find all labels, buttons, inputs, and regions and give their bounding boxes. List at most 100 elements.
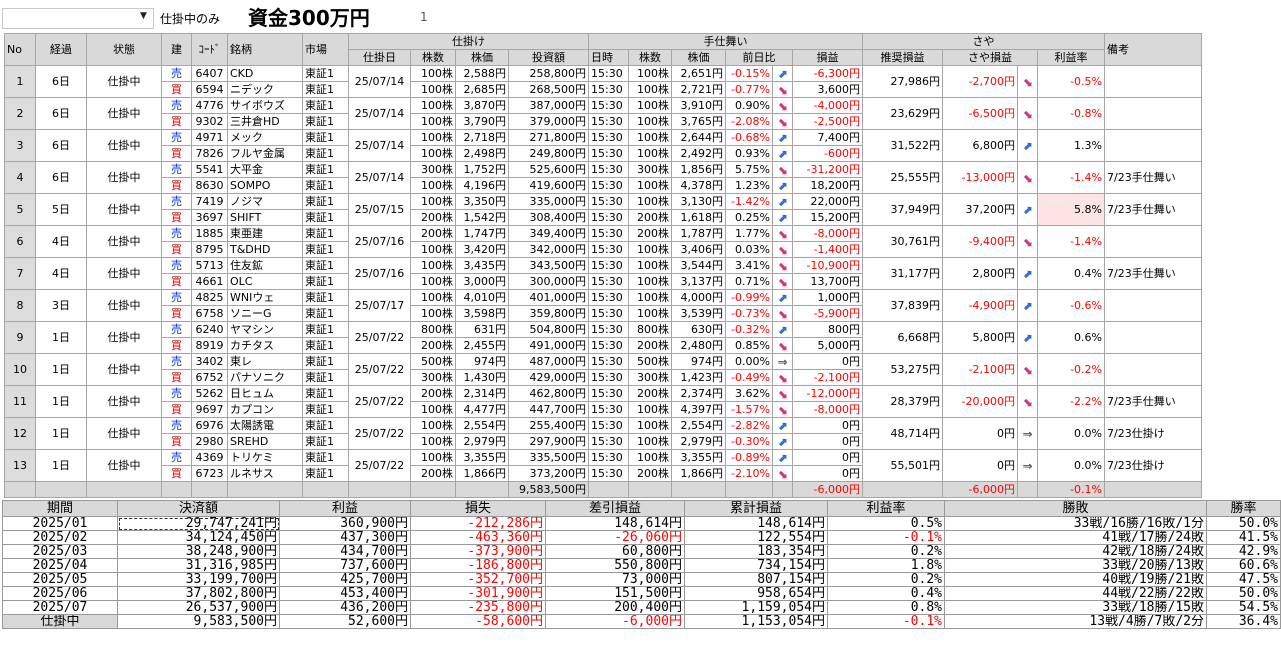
note-cell[interactable]: 7/23手仕舞い bbox=[1104, 193, 1202, 226]
settled-cell[interactable]: 9,583,500円 bbox=[117, 614, 280, 629]
table-row[interactable]: 12 1日 仕掛中売 6976 太陽誘電 東証1 25/07/22 100株 2,554円 255… bbox=[4, 417, 1202, 450]
table-row[interactable]: 1 6日 仕掛中売 6407 CKD 東証1 25/07/14 100株 2,588円 258,8… bbox=[4, 65, 1202, 98]
row-number[interactable]: 7 bbox=[4, 257, 36, 290]
settled-cell[interactable]: 37,802,800円 bbox=[117, 586, 280, 601]
summary-row[interactable]: 2025/07 26,537,900円 436,200円 -235,800円 200,4… bbox=[2, 600, 1281, 615]
header-invest[interactable]: 投資額 bbox=[508, 49, 589, 66]
summary-header-rate[interactable]: 利益率 bbox=[827, 500, 945, 517]
header-side[interactable]: 建 bbox=[161, 33, 192, 66]
summary-row[interactable]: 2025/06 37,802,800円 453,400円 -301,900円 151,5… bbox=[2, 586, 1281, 601]
note-cell[interactable] bbox=[1104, 129, 1202, 162]
table-row[interactable]: 買 8919 カチタス 東証1 200株 2,455円 491,000円 15:30 200株 2… bbox=[5, 337, 1202, 354]
settled-cell[interactable]: 34,124,450円 bbox=[117, 530, 280, 545]
arrow-down-right-icon: ⬊ bbox=[772, 113, 793, 130]
settled-cell[interactable]: 26,537,900円 bbox=[117, 600, 280, 615]
header-note[interactable]: 備考 bbox=[1104, 33, 1202, 66]
summary-header-record[interactable]: 勝敗 bbox=[944, 500, 1207, 517]
table-row[interactable]: 8 3日 仕掛中売 4825 WNIウェ 東証1 25/07/17 100株 4,010円 401… bbox=[4, 289, 1202, 322]
table-row[interactable]: 買 4661 OLC 東証1 100株 3,000円 300,000円 15:30 100株 3,… bbox=[5, 273, 1202, 290]
summary-header-profit[interactable]: 利益 bbox=[279, 500, 411, 517]
header-open-date[interactable]: 仕掛日 bbox=[348, 49, 411, 66]
note-cell[interactable] bbox=[1104, 97, 1202, 130]
header-code[interactable]: ｺｰﾄﾞ bbox=[191, 33, 228, 66]
settled-cell[interactable]: 29,747,241円 bbox=[117, 516, 280, 531]
note-cell[interactable]: 7/23手仕舞い bbox=[1104, 257, 1202, 290]
row-number[interactable]: 12 bbox=[4, 417, 36, 450]
row-number[interactable]: 1 bbox=[4, 65, 36, 98]
header-prev-diff[interactable]: 前日比 bbox=[725, 49, 793, 66]
table-row[interactable]: 9 1日 仕掛中売 6240 ヤマシン 東証1 25/07/22 800株 631円 504,80… bbox=[4, 321, 1202, 354]
filter-dropdown[interactable] bbox=[2, 8, 154, 29]
header-close-time[interactable]: 日時 bbox=[588, 49, 629, 66]
header-elapsed[interactable]: 経過 bbox=[35, 33, 87, 66]
table-row[interactable]: 11 1日 仕掛中売 5262 日ヒュム 東証1 25/07/22 200株 2,314円 462… bbox=[4, 385, 1202, 418]
header-open-price[interactable]: 株価 bbox=[455, 49, 509, 66]
header-rate[interactable]: 利益率 bbox=[1037, 49, 1105, 66]
row-number[interactable]: 3 bbox=[4, 129, 36, 162]
table-row[interactable]: 買 2980 SREHD 東証1 100株 2,979円 297,900円 15:30 100株… bbox=[5, 433, 1202, 450]
table-row[interactable]: 3 6日 仕掛中売 4971 メック 東証1 25/07/14 100株 2,718円 271,8… bbox=[4, 129, 1202, 162]
note-cell[interactable] bbox=[1104, 65, 1202, 98]
header-est-pnl[interactable]: 推奨損益 bbox=[862, 49, 943, 66]
row-number[interactable]: 6 bbox=[4, 225, 36, 258]
row-number[interactable]: 5 bbox=[4, 193, 36, 226]
summary-header-loss[interactable]: 損失 bbox=[410, 500, 546, 517]
note-cell[interactable] bbox=[1104, 289, 1202, 322]
invest-cell: 419,600円 bbox=[508, 177, 589, 194]
table-row[interactable]: 4 6日 仕掛中売 5541 大平金 東証1 25/07/14 300株 1,752円 525,6… bbox=[4, 161, 1202, 194]
header-name[interactable]: 銘柄 bbox=[227, 33, 303, 66]
note-cell[interactable]: 7/23手仕舞い bbox=[1104, 161, 1202, 194]
table-row[interactable]: 10 1日 仕掛中売 3402 東レ 東証1 25/07/22 500株 974円 487,000… bbox=[4, 353, 1202, 386]
note-cell[interactable] bbox=[1104, 353, 1202, 386]
summary-header-settled[interactable]: 決済額 bbox=[117, 500, 280, 517]
note-cell[interactable] bbox=[1104, 321, 1202, 354]
row-number[interactable]: 10 bbox=[4, 353, 36, 386]
summary-row[interactable]: 2025/05 33,199,700円 425,700円 -352,700円 73,00… bbox=[2, 572, 1281, 587]
table-row[interactable]: 買 9697 カプコン 東証1 100株 4,477円 447,700円 15:30 100株 4… bbox=[5, 401, 1202, 418]
net-cell: -6,000円 bbox=[545, 614, 685, 629]
header-status[interactable]: 状態 bbox=[86, 33, 162, 66]
settled-cell[interactable]: 38,248,900円 bbox=[117, 544, 280, 559]
summary-header-net[interactable]: 差引損益 bbox=[545, 500, 685, 517]
summary-row[interactable]: 2025/04 31,316,985円 737,600円 -186,800円 550,8… bbox=[2, 558, 1281, 573]
table-row[interactable]: 買 6758 ソニーG 東証1 100株 3,598円 359,800円 15:30 100株 3… bbox=[5, 305, 1202, 322]
note-cell[interactable]: 7/23仕掛け bbox=[1104, 417, 1202, 450]
row-number[interactable]: 4 bbox=[4, 161, 36, 194]
header-pnl[interactable]: 損益 bbox=[792, 49, 863, 66]
table-row[interactable]: 買 6723 ルネサス 東証1 200株 1,866円 373,200円 15:30 200株 1… bbox=[5, 465, 1202, 482]
header-spread-pnl[interactable]: さや損益 bbox=[942, 49, 1038, 66]
row-number[interactable]: 2 bbox=[4, 97, 36, 130]
table-row[interactable]: 13 1日 仕掛中売 4369 トリケミ 東証1 25/07/22 100株 3,355円 335… bbox=[4, 449, 1202, 482]
summary-row[interactable]: 2025/01 29,747,241円 360,900円 -212,286円 148,6… bbox=[2, 516, 1281, 531]
table-row[interactable]: 6 4日 仕掛中売 1885 東亜建 東証1 25/07/16 200株 1,747円 349,4… bbox=[4, 225, 1202, 258]
summary-header-cumulative[interactable]: 累計損益 bbox=[684, 500, 828, 517]
summary-row[interactable]: 2025/02 34,124,450円 437,300円 -463,360円 -26,0… bbox=[2, 530, 1281, 545]
row-number[interactable]: 13 bbox=[4, 449, 36, 482]
row-number[interactable]: 8 bbox=[4, 289, 36, 322]
table-row[interactable]: 2 6日 仕掛中売 4776 サイボウズ 東証1 25/07/14 100株 3,870円 387… bbox=[4, 97, 1202, 130]
table-row[interactable]: 買 8795 T&DHD 東証1 100株 3,420円 342,000円 15:30 100株… bbox=[5, 241, 1202, 258]
settled-cell[interactable]: 33,199,700円 bbox=[117, 572, 280, 587]
header-no[interactable]: No bbox=[4, 33, 36, 66]
table-row[interactable]: 買 9302 三井倉HD 東証1 100株 3,790円 379,000円 15:30 100株… bbox=[5, 113, 1202, 130]
summary-row[interactable]: 仕掛中 9,583,500円 52,600円 -58,600円 -6,000円 1,153… bbox=[2, 614, 1281, 629]
note-cell[interactable]: 7/23手仕舞い bbox=[1104, 385, 1202, 418]
header-close-shares[interactable]: 株数 bbox=[628, 49, 672, 66]
table-row[interactable]: 買 6752 パナソニク 東証1 300株 1,430円 429,000円 15:30 300株… bbox=[5, 369, 1202, 386]
table-row[interactable]: 7 4日 仕掛中売 5713 住友鉱 東証1 25/07/16 100株 3,435円 343,5… bbox=[4, 257, 1202, 290]
chevron-down-icon[interactable]: ▼ bbox=[140, 11, 147, 21]
row-number[interactable]: 11 bbox=[4, 385, 36, 418]
summary-row[interactable]: 2025/03 38,248,900円 434,700円 -373,900円 60,80… bbox=[2, 544, 1281, 559]
table-row[interactable]: 買 8630 SOMPO 東証1 100株 4,196円 419,600円 15:30 100株… bbox=[5, 177, 1202, 194]
note-cell[interactable]: 7/23仕掛け bbox=[1104, 449, 1202, 482]
summary-header-period[interactable]: 期間 bbox=[2, 500, 118, 517]
summary-header-winrate[interactable]: 勝率 bbox=[1206, 500, 1281, 517]
header-open-shares[interactable]: 株数 bbox=[410, 49, 456, 66]
settled-cell[interactable]: 31,316,985円 bbox=[117, 558, 280, 573]
table-row[interactable]: 5 5日 仕掛中売 7419 ノジマ 東証1 25/07/15 100株 3,350円 335,0… bbox=[4, 193, 1202, 226]
note-cell[interactable] bbox=[1104, 225, 1202, 258]
header-close-price[interactable]: 株価 bbox=[671, 49, 726, 66]
header-market[interactable]: 市場 bbox=[302, 33, 349, 66]
row-number[interactable]: 9 bbox=[4, 321, 36, 354]
table-row[interactable]: 買 3697 SHIFT 東証1 200株 1,542円 308,400円 15:30 200株… bbox=[5, 209, 1202, 226]
